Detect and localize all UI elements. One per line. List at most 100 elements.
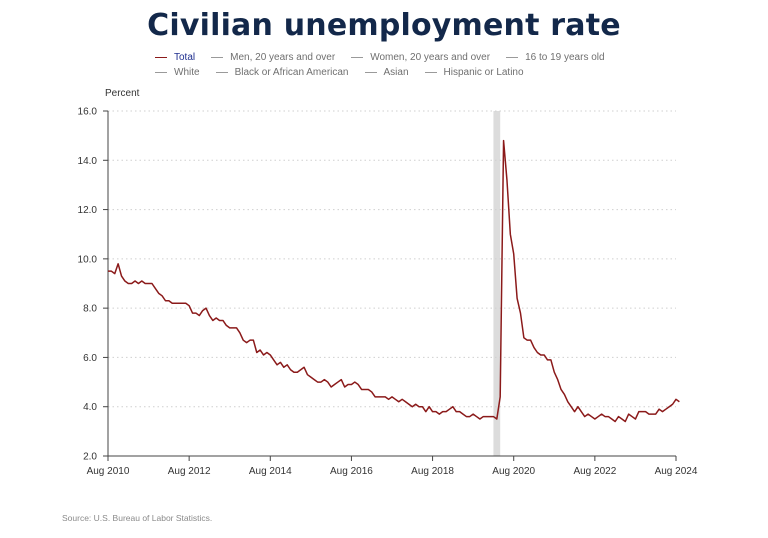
- data-point: [243, 340, 244, 341]
- data-point: [537, 352, 538, 353]
- data-point: [587, 414, 588, 415]
- data-point: [601, 414, 602, 415]
- data-point: [283, 367, 284, 368]
- data-point: [631, 416, 632, 417]
- legend-item[interactable]: Men, 20 years and over: [211, 52, 335, 63]
- y-tick-label: 12.0: [78, 205, 98, 216]
- data-point: [496, 418, 497, 419]
- data-point: [662, 411, 663, 412]
- legend-label: Women, 20 years and over: [370, 52, 491, 63]
- data-point: [256, 352, 257, 353]
- data-point: [655, 414, 656, 415]
- data-point: [347, 384, 348, 385]
- data-point: [665, 409, 666, 410]
- data-point: [327, 381, 328, 382]
- data-point: [314, 379, 315, 380]
- data-point: [635, 418, 636, 419]
- data-point: [263, 354, 264, 355]
- data-point: [111, 271, 112, 272]
- legend-item[interactable]: 16 to 19 years old: [506, 52, 605, 63]
- data-point: [351, 384, 352, 385]
- data-point: [114, 273, 115, 274]
- data-point: [432, 411, 433, 412]
- data-point: [418, 406, 419, 407]
- legend-item[interactable]: White: [155, 67, 200, 78]
- data-point: [611, 418, 612, 419]
- data-point: [486, 416, 487, 417]
- data-point: [128, 283, 129, 284]
- data-point: [361, 389, 362, 390]
- data-point: [679, 401, 680, 402]
- data-point: [141, 280, 142, 281]
- data-point: [219, 320, 220, 321]
- data-point: [669, 406, 670, 407]
- data-point: [364, 389, 365, 390]
- data-point: [182, 303, 183, 304]
- data-point: [530, 340, 531, 341]
- legend-label: White: [174, 67, 200, 78]
- data-point: [557, 379, 558, 380]
- data-point: [523, 337, 524, 338]
- data-point: [391, 396, 392, 397]
- data-point: [334, 384, 335, 385]
- x-tick-label: Aug 2024: [655, 466, 698, 477]
- legend-item[interactable]: Black or African American: [215, 67, 349, 78]
- x-tick-label: Aug 2012: [168, 466, 211, 477]
- data-point: [608, 416, 609, 417]
- data-point: [199, 315, 200, 316]
- data-point: [560, 389, 561, 390]
- data-point: [442, 411, 443, 412]
- legend-item[interactable]: Asian: [364, 67, 409, 78]
- data-point: [571, 406, 572, 407]
- legend-item[interactable]: Women, 20 years and over: [351, 52, 490, 63]
- legend-swatch: [211, 57, 224, 58]
- x-tick-label: Aug 2022: [573, 466, 616, 477]
- data-point: [131, 283, 132, 284]
- data-point: [151, 283, 152, 284]
- source-note: Source: U.S. Bureau of Labor Statistics.: [62, 513, 213, 523]
- data-point: [317, 381, 318, 382]
- data-point: [439, 414, 440, 415]
- x-tick-label: Aug 2014: [249, 466, 292, 477]
- data-point: [178, 303, 179, 304]
- data-point: [175, 303, 176, 304]
- legend-swatch: [155, 57, 167, 58]
- data-point: [476, 416, 477, 417]
- data-point: [253, 340, 254, 341]
- data-point: [628, 414, 629, 415]
- legend: Total Men, 20 years and over Women, 20 yea…: [155, 50, 675, 80]
- data-point: [415, 404, 416, 405]
- legend-item[interactable]: Hispanic or Latino: [424, 67, 524, 78]
- data-point: [540, 354, 541, 355]
- data-point: [337, 381, 338, 382]
- data-point: [293, 372, 294, 373]
- data-point: [158, 293, 159, 294]
- data-point: [547, 359, 548, 360]
- data-point: [425, 411, 426, 412]
- legend-item[interactable]: Total: [155, 52, 195, 63]
- data-point: [148, 283, 149, 284]
- data-point: [445, 411, 446, 412]
- data-point: [307, 374, 308, 375]
- data-point: [500, 396, 501, 397]
- data-point: [648, 414, 649, 415]
- data-point: [527, 340, 528, 341]
- data-point: [121, 276, 122, 277]
- data-point: [469, 416, 470, 417]
- data-point: [260, 349, 261, 350]
- data-point: [185, 303, 186, 304]
- legend-label: Men, 20 years and over: [230, 52, 336, 63]
- data-point: [412, 406, 413, 407]
- data-point: [598, 416, 599, 417]
- data-point: [270, 354, 271, 355]
- data-point: [216, 317, 217, 318]
- data-point: [192, 312, 193, 313]
- data-point: [513, 253, 514, 254]
- data-point: [452, 406, 453, 407]
- data-point: [594, 418, 595, 419]
- legend-swatch: [351, 57, 364, 58]
- data-point: [229, 327, 230, 328]
- data-point: [479, 418, 480, 419]
- data-point: [358, 384, 359, 385]
- data-point: [658, 409, 659, 410]
